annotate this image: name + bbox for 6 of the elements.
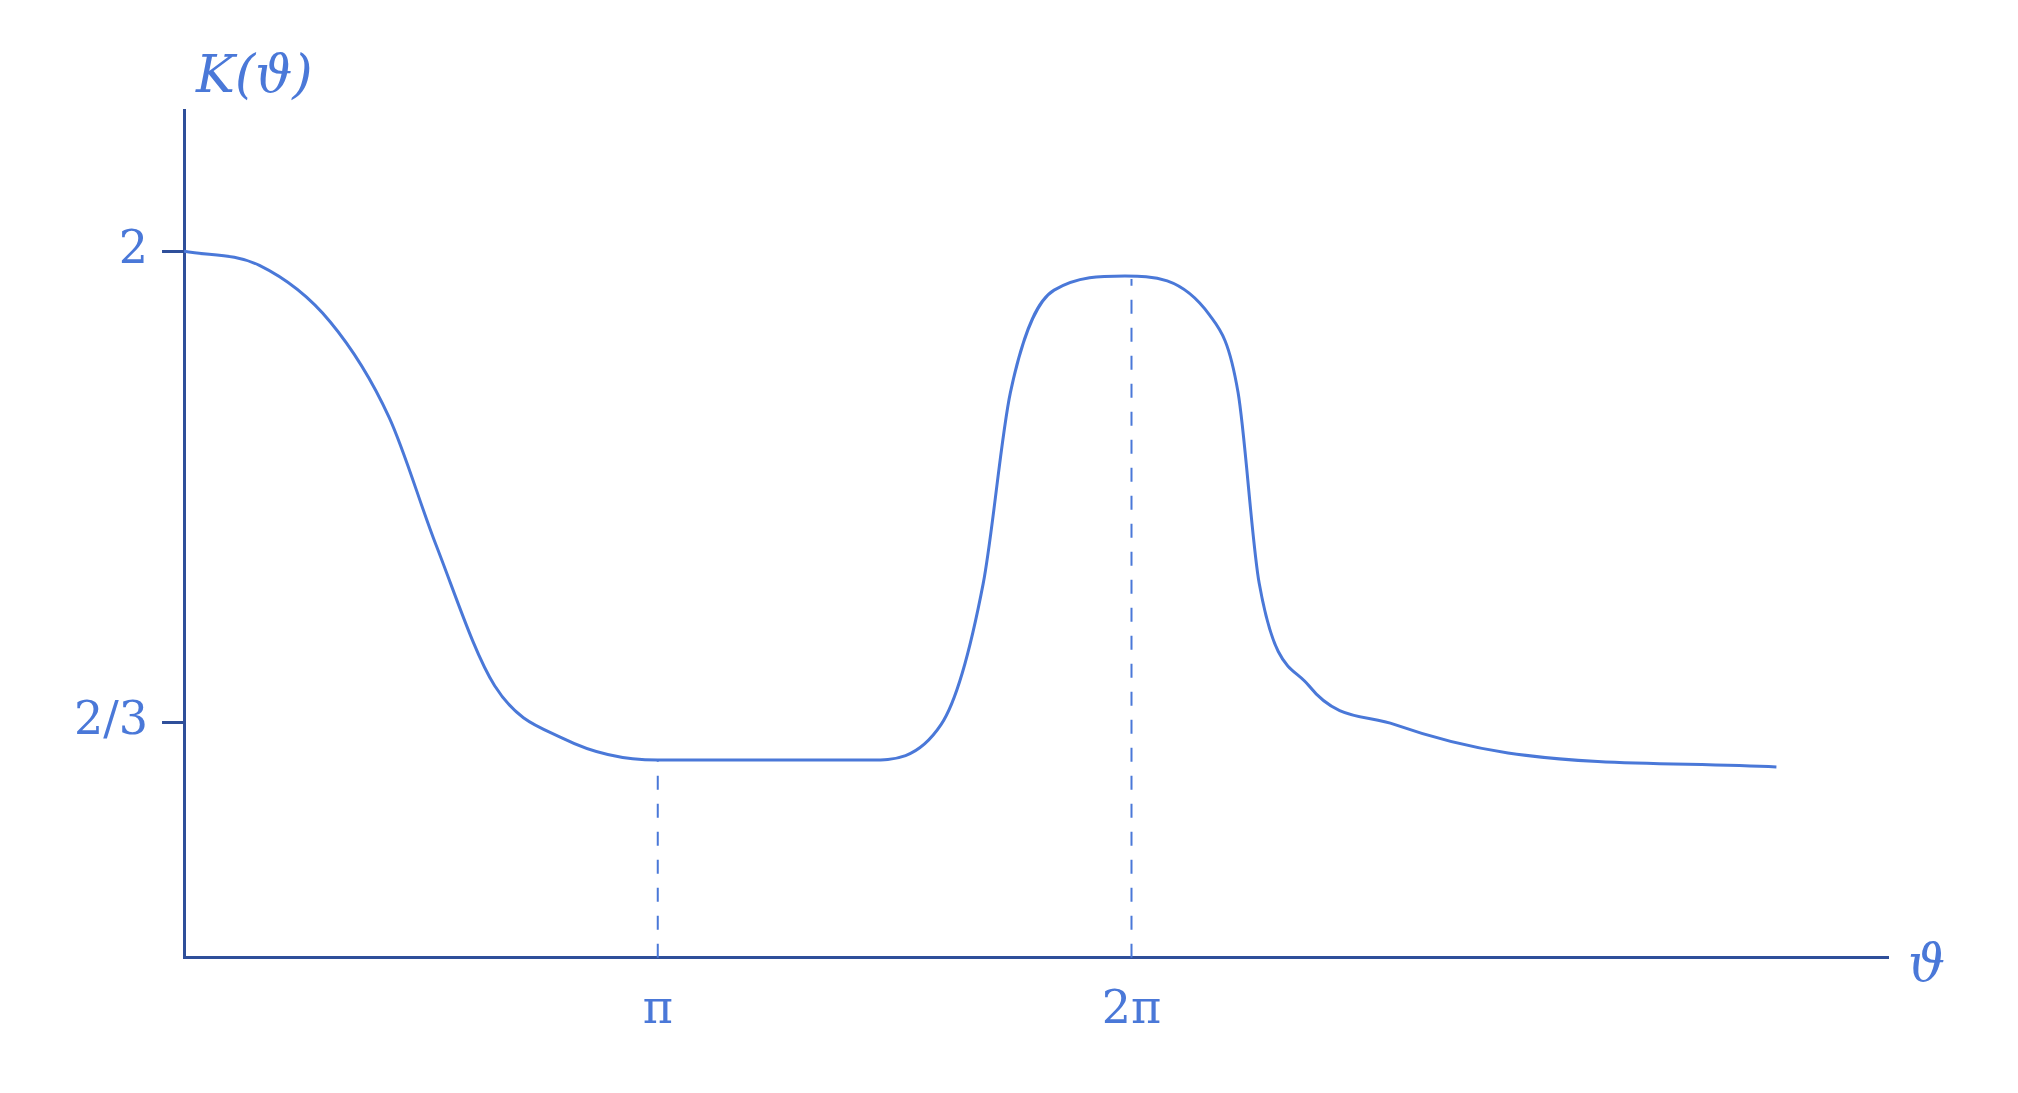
x-tick-label: π — [642, 980, 673, 1035]
x-axis-title: ϑ — [1908, 933, 1946, 994]
y-tick-label: 2/3 — [74, 691, 149, 746]
y-tick-label: 2 — [118, 220, 149, 275]
x-tick-label: 2π — [1101, 980, 1162, 1035]
y-axis-title: K(ϑ) — [195, 43, 313, 104]
